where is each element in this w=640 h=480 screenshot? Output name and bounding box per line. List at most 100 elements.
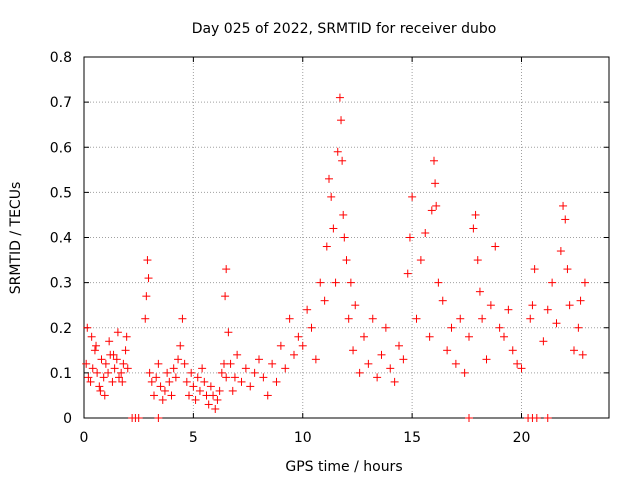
y-tick-label: 0.2: [50, 321, 72, 337]
data-point: [156, 382, 165, 391]
data-point: [154, 359, 163, 368]
data-point: [143, 256, 152, 265]
data-point: [443, 346, 452, 355]
data-point: [84, 373, 93, 382]
data-point: [268, 359, 277, 368]
data-point: [276, 341, 285, 350]
data-point: [335, 93, 344, 102]
data-point: [377, 350, 386, 359]
data-point: [337, 116, 346, 125]
data-points: [82, 93, 589, 422]
chart-title: Day 025 of 2022, SRMTID for receiver dub…: [192, 21, 497, 37]
data-point: [360, 332, 368, 341]
data-point: [403, 269, 412, 278]
data-point: [221, 292, 230, 301]
data-point: [104, 368, 113, 377]
data-point: [390, 377, 399, 386]
data-point: [141, 314, 150, 323]
data-point: [95, 382, 104, 391]
data-point: [88, 364, 97, 373]
data-point: [226, 359, 235, 368]
data-point: [96, 386, 105, 395]
data-point: [438, 296, 447, 305]
data-point: [204, 400, 213, 409]
data-point: [233, 350, 242, 359]
data-point: [471, 210, 480, 219]
data-point: [294, 332, 303, 341]
data-point: [576, 296, 585, 305]
data-point: [427, 206, 436, 215]
data-point: [381, 323, 390, 332]
data-point: [500, 332, 508, 341]
data-point: [338, 156, 347, 165]
data-point: [217, 368, 226, 377]
data-point: [460, 368, 469, 377]
data-point: [482, 355, 491, 364]
data-point: [416, 256, 425, 265]
y-axis-label: SRMTID / TECUs: [8, 182, 24, 295]
data-point: [574, 323, 583, 332]
data-point: [83, 323, 92, 332]
data-point: [311, 355, 320, 364]
data-point: [176, 341, 185, 350]
x-tick-label: 10: [294, 430, 312, 446]
data-point: [169, 364, 178, 373]
data-point: [399, 355, 408, 364]
data-point: [195, 386, 204, 395]
data-point: [101, 359, 110, 368]
y-tick-label: 0.1: [50, 366, 72, 382]
data-point: [447, 323, 456, 332]
data-point: [565, 301, 574, 310]
data-point: [259, 373, 268, 382]
data-point: [118, 377, 127, 386]
data-point: [191, 395, 200, 404]
data-point: [145, 368, 154, 377]
data-point: [241, 364, 250, 373]
data-point: [100, 391, 109, 400]
data-point: [228, 386, 237, 395]
data-point: [237, 377, 246, 386]
data-point: [134, 414, 143, 422]
data-point: [456, 314, 465, 323]
data-point: [421, 228, 430, 237]
data-point: [364, 359, 373, 368]
data-point: [432, 201, 441, 210]
data-point: [263, 391, 272, 400]
data-point: [121, 346, 130, 355]
data-point: [82, 359, 91, 368]
data-point: [246, 382, 255, 391]
plot-frame: [83, 56, 610, 419]
data-point: [115, 373, 123, 382]
data-point: [185, 391, 193, 400]
data-point: [281, 364, 290, 373]
data-point: [513, 359, 522, 368]
data-point: [165, 377, 174, 386]
data-point: [548, 278, 557, 287]
data-point: [325, 174, 333, 183]
data-point: [340, 233, 349, 242]
data-point: [97, 355, 106, 364]
data-point: [478, 314, 487, 323]
data-point: [211, 404, 220, 413]
y-tick-label: 0.7: [50, 95, 72, 111]
data-point: [113, 328, 122, 337]
data-point: [425, 332, 434, 341]
y-tick-label: 0.8: [50, 50, 72, 66]
data-point: [255, 355, 263, 364]
data-point: [112, 355, 121, 364]
data-point: [108, 377, 117, 386]
y-tick-label: 0: [63, 411, 72, 427]
data-point: [209, 391, 218, 400]
data-point: [144, 274, 153, 283]
data-point: [200, 377, 209, 386]
data-point: [333, 147, 342, 156]
y-axis-ticks: 0 0.1 0.2 0.3 0.4 0.5 0.6 0.7 0.8: [50, 50, 609, 427]
data-point: [189, 382, 198, 391]
y-tick-label: 0.6: [50, 140, 72, 156]
data-point: [342, 256, 351, 265]
data-point: [215, 386, 224, 395]
data-point: [561, 215, 570, 224]
data-point: [580, 278, 589, 287]
data-point: [122, 332, 131, 341]
